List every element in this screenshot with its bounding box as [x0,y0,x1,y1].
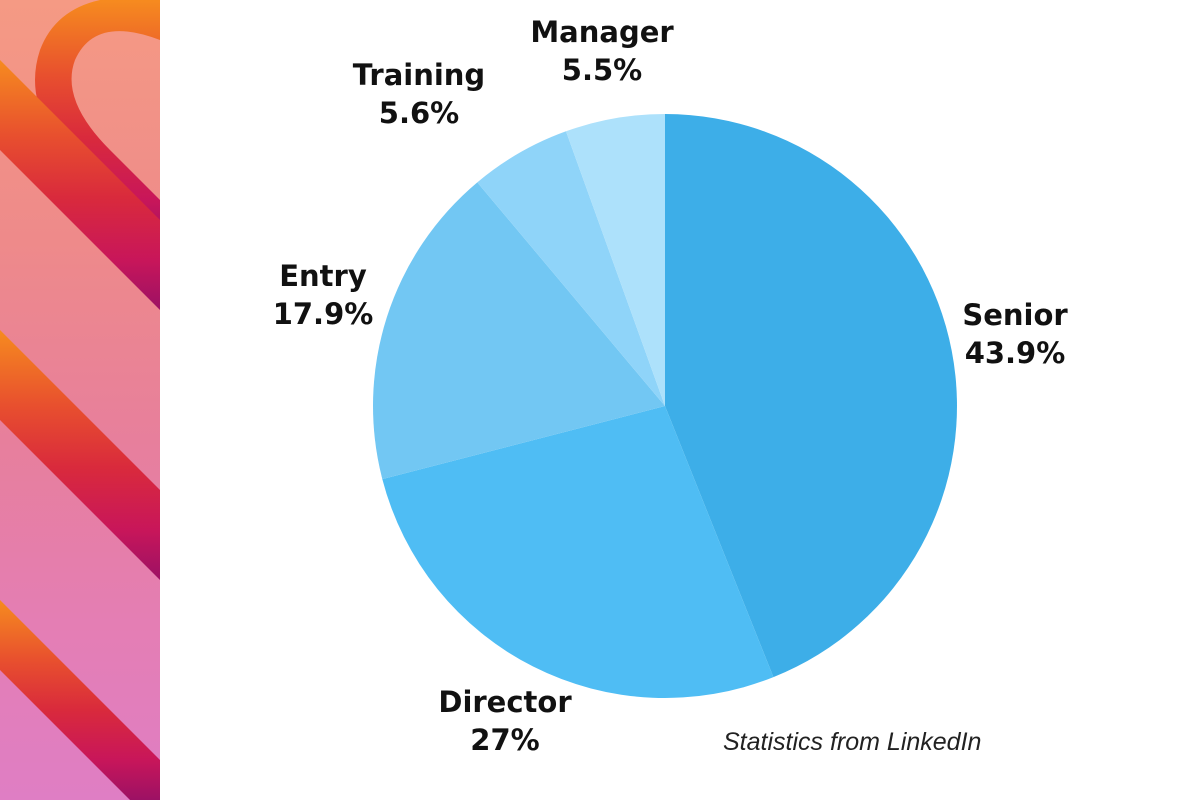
pie-slice-entry [373,182,665,480]
pie-slices [373,114,957,698]
slice-label-manager: Manager 5.5% [530,13,673,89]
slice-label-senior-value: 43.9% [964,336,1066,370]
slice-label-entry-value: 17.9% [272,297,374,331]
pie-slice-director [382,406,774,698]
slice-label-entry-name: Entry [279,259,367,293]
decorative-stripes [0,0,160,800]
pie-slice-training [477,131,665,407]
slice-label-training-name: Training [352,58,486,92]
slice-label-director: Director 27% [438,683,571,759]
slice-label-director-name: Director [438,685,572,719]
slice-label-training: Training 5.6% [353,56,485,132]
slice-label-entry: Entry 17.9% [273,257,374,333]
slice-label-manager-value: 5.5% [561,53,643,87]
pie-slice-senior [665,114,957,678]
decorative-side-band [0,0,160,800]
slice-label-training-value: 5.6% [378,96,460,130]
slice-label-director-value: 27% [470,723,540,757]
pie-slice-manager [565,114,665,406]
source-note: Statistics from LinkedIn [723,728,982,756]
slice-label-senior-name: Senior [962,298,1068,332]
slice-label-manager-name: Manager [530,15,674,49]
slice-label-senior: Senior 43.9% [962,296,1067,372]
